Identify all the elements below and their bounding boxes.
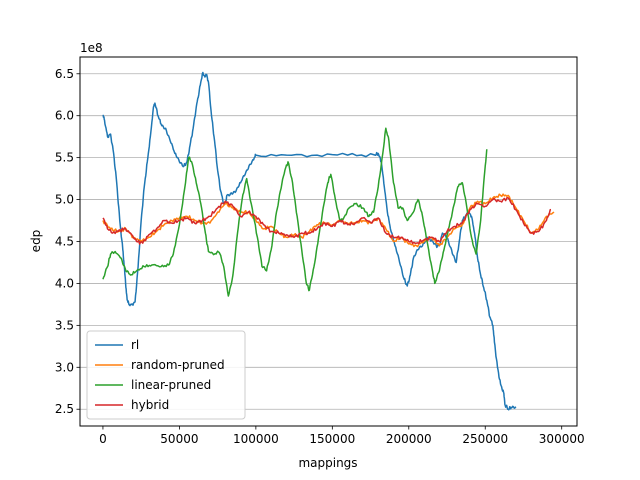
y-tick-label: 3.0 xyxy=(55,360,74,374)
x-tick-label: 150000 xyxy=(309,432,355,446)
x-tick-label: 50000 xyxy=(160,432,198,446)
y-tick-label: 2.5 xyxy=(55,402,74,416)
series-line-linear-pruned xyxy=(102,127,488,297)
x-tick-label: 200000 xyxy=(386,432,432,446)
y-tick-label: 6.5 xyxy=(55,67,74,81)
y-tick-label: 4.5 xyxy=(55,235,74,249)
legend-label-hybrid: hybrid xyxy=(131,398,169,412)
y-tick-label: 3.5 xyxy=(55,318,74,332)
y-tick-label: 5.5 xyxy=(55,151,74,165)
legend-label-random-pruned: random-pruned xyxy=(131,358,225,372)
y-axis-label: edp xyxy=(29,230,43,253)
x-tick-label: 100000 xyxy=(233,432,279,446)
legend-box xyxy=(86,330,246,420)
grid-lines xyxy=(80,73,577,410)
y-scale-note: 1e8 xyxy=(80,41,103,55)
legend: rl random-pruned linear-pruned hybrid xyxy=(86,330,246,420)
legend-label-rl: rl xyxy=(131,338,139,352)
series-layer xyxy=(102,71,555,411)
y-tick-label: 6.0 xyxy=(55,109,74,123)
y-axis: 2.5 3.0 3.5 4.0 4.5 5.0 5.5 6.0 6.5 xyxy=(55,67,80,416)
y-tick-label: 4.0 xyxy=(55,276,74,290)
series-line-hybrid xyxy=(102,197,552,245)
legend-label-linear-pruned: linear-pruned xyxy=(131,378,211,392)
x-tick-label: 250000 xyxy=(462,432,508,446)
series-line-random-pruned xyxy=(102,193,555,248)
y-tick-label: 5.0 xyxy=(55,193,74,207)
x-axis-label: mappings xyxy=(298,456,357,470)
x-axis: 0 50000 100000 150000 200000 250000 300000 xyxy=(99,426,585,446)
x-tick-label: 0 xyxy=(99,432,107,446)
x-tick-label: 300000 xyxy=(539,432,585,446)
